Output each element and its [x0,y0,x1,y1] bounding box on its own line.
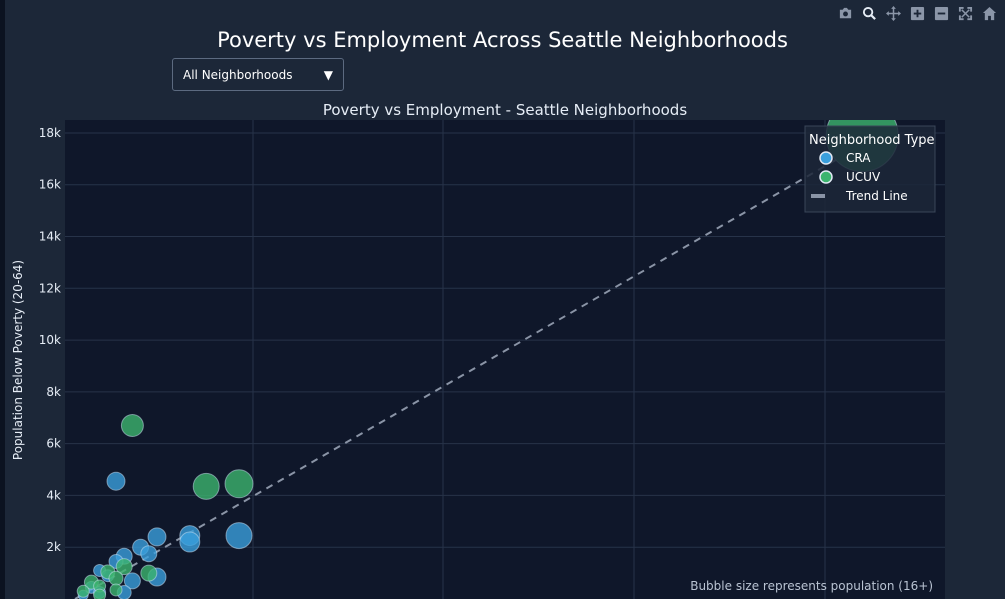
y-tick-label: 6k [46,437,61,451]
legend-items: CRA UCUV Trend Line [811,151,908,203]
y-tick-label: 2k [46,540,61,554]
data-point-ucuv[interactable] [192,472,220,500]
zoom-in-icon[interactable] [907,4,927,22]
y-tick-label: 4k [46,488,61,502]
data-point-cra[interactable] [225,522,253,550]
pan-icon[interactable] [883,4,903,22]
legend-swatch-cra [819,151,833,165]
data-point-ucuv[interactable] [76,584,90,598]
zoom-icon[interactable] [859,4,879,22]
data-point-ucuv[interactable] [109,583,123,597]
filter-selected-value: All Neighborhoods [183,67,293,82]
data-point-ucuv[interactable] [120,414,144,438]
y-tick-label: 12k [39,281,61,295]
data-point-ucuv[interactable] [115,558,133,576]
data-point-cra[interactable] [179,531,201,553]
legend-swatch-ucuv [819,170,833,184]
chevron-down-icon: ▼ [323,67,333,82]
data-point-cra[interactable] [140,545,158,563]
legend-label[interactable]: CRA [846,151,871,165]
legend-label[interactable]: UCUV [846,170,881,184]
data-point-ucuv[interactable] [108,570,124,586]
legend-box [804,125,936,213]
legend: Neighborhood Type CRA UCUV Trend Line [804,125,936,213]
reset-axes-icon[interactable] [979,4,999,22]
legend-title: Neighborhood Type [809,133,935,148]
data-point-cra[interactable] [123,572,141,590]
data-point-cra[interactable] [106,471,126,491]
y-tick-label: 16k [39,178,61,192]
legend-swatch-trend [811,194,825,198]
y-tick-label: 14k [39,230,61,244]
bubble-size-annotation: Bubble size represents population (16+) [690,579,933,593]
zoom-out-icon[interactable] [931,4,951,22]
y-axis-label: Population Below Poverty (20-64) [11,260,25,460]
y-tick-label: 18k [39,126,61,140]
data-point-ucuv[interactable] [224,469,254,499]
trend-line [74,157,839,599]
page-title: Poverty vs Employment Across Seattle Nei… [217,28,788,52]
neighborhood-filter-dropdown[interactable]: All Neighborhoods ▼ [172,58,344,91]
data-point-ucuv[interactable] [140,564,158,582]
y-tick-label: 10k [39,333,61,347]
data-point-cra[interactable] [147,527,167,547]
y-tick-label: 8k [46,385,61,399]
y-axis-ticks: 2k 4k 6k 8k 10k 12k 14k 16k 18k [39,126,61,554]
autoscale-icon[interactable] [955,4,975,22]
chart-title: Poverty vs Employment - Seattle Neighbor… [323,101,687,119]
data-point-ucuv[interactable] [93,588,107,599]
modebar [835,4,999,22]
legend-label[interactable]: Trend Line [845,189,908,203]
camera-icon[interactable] [835,4,855,22]
